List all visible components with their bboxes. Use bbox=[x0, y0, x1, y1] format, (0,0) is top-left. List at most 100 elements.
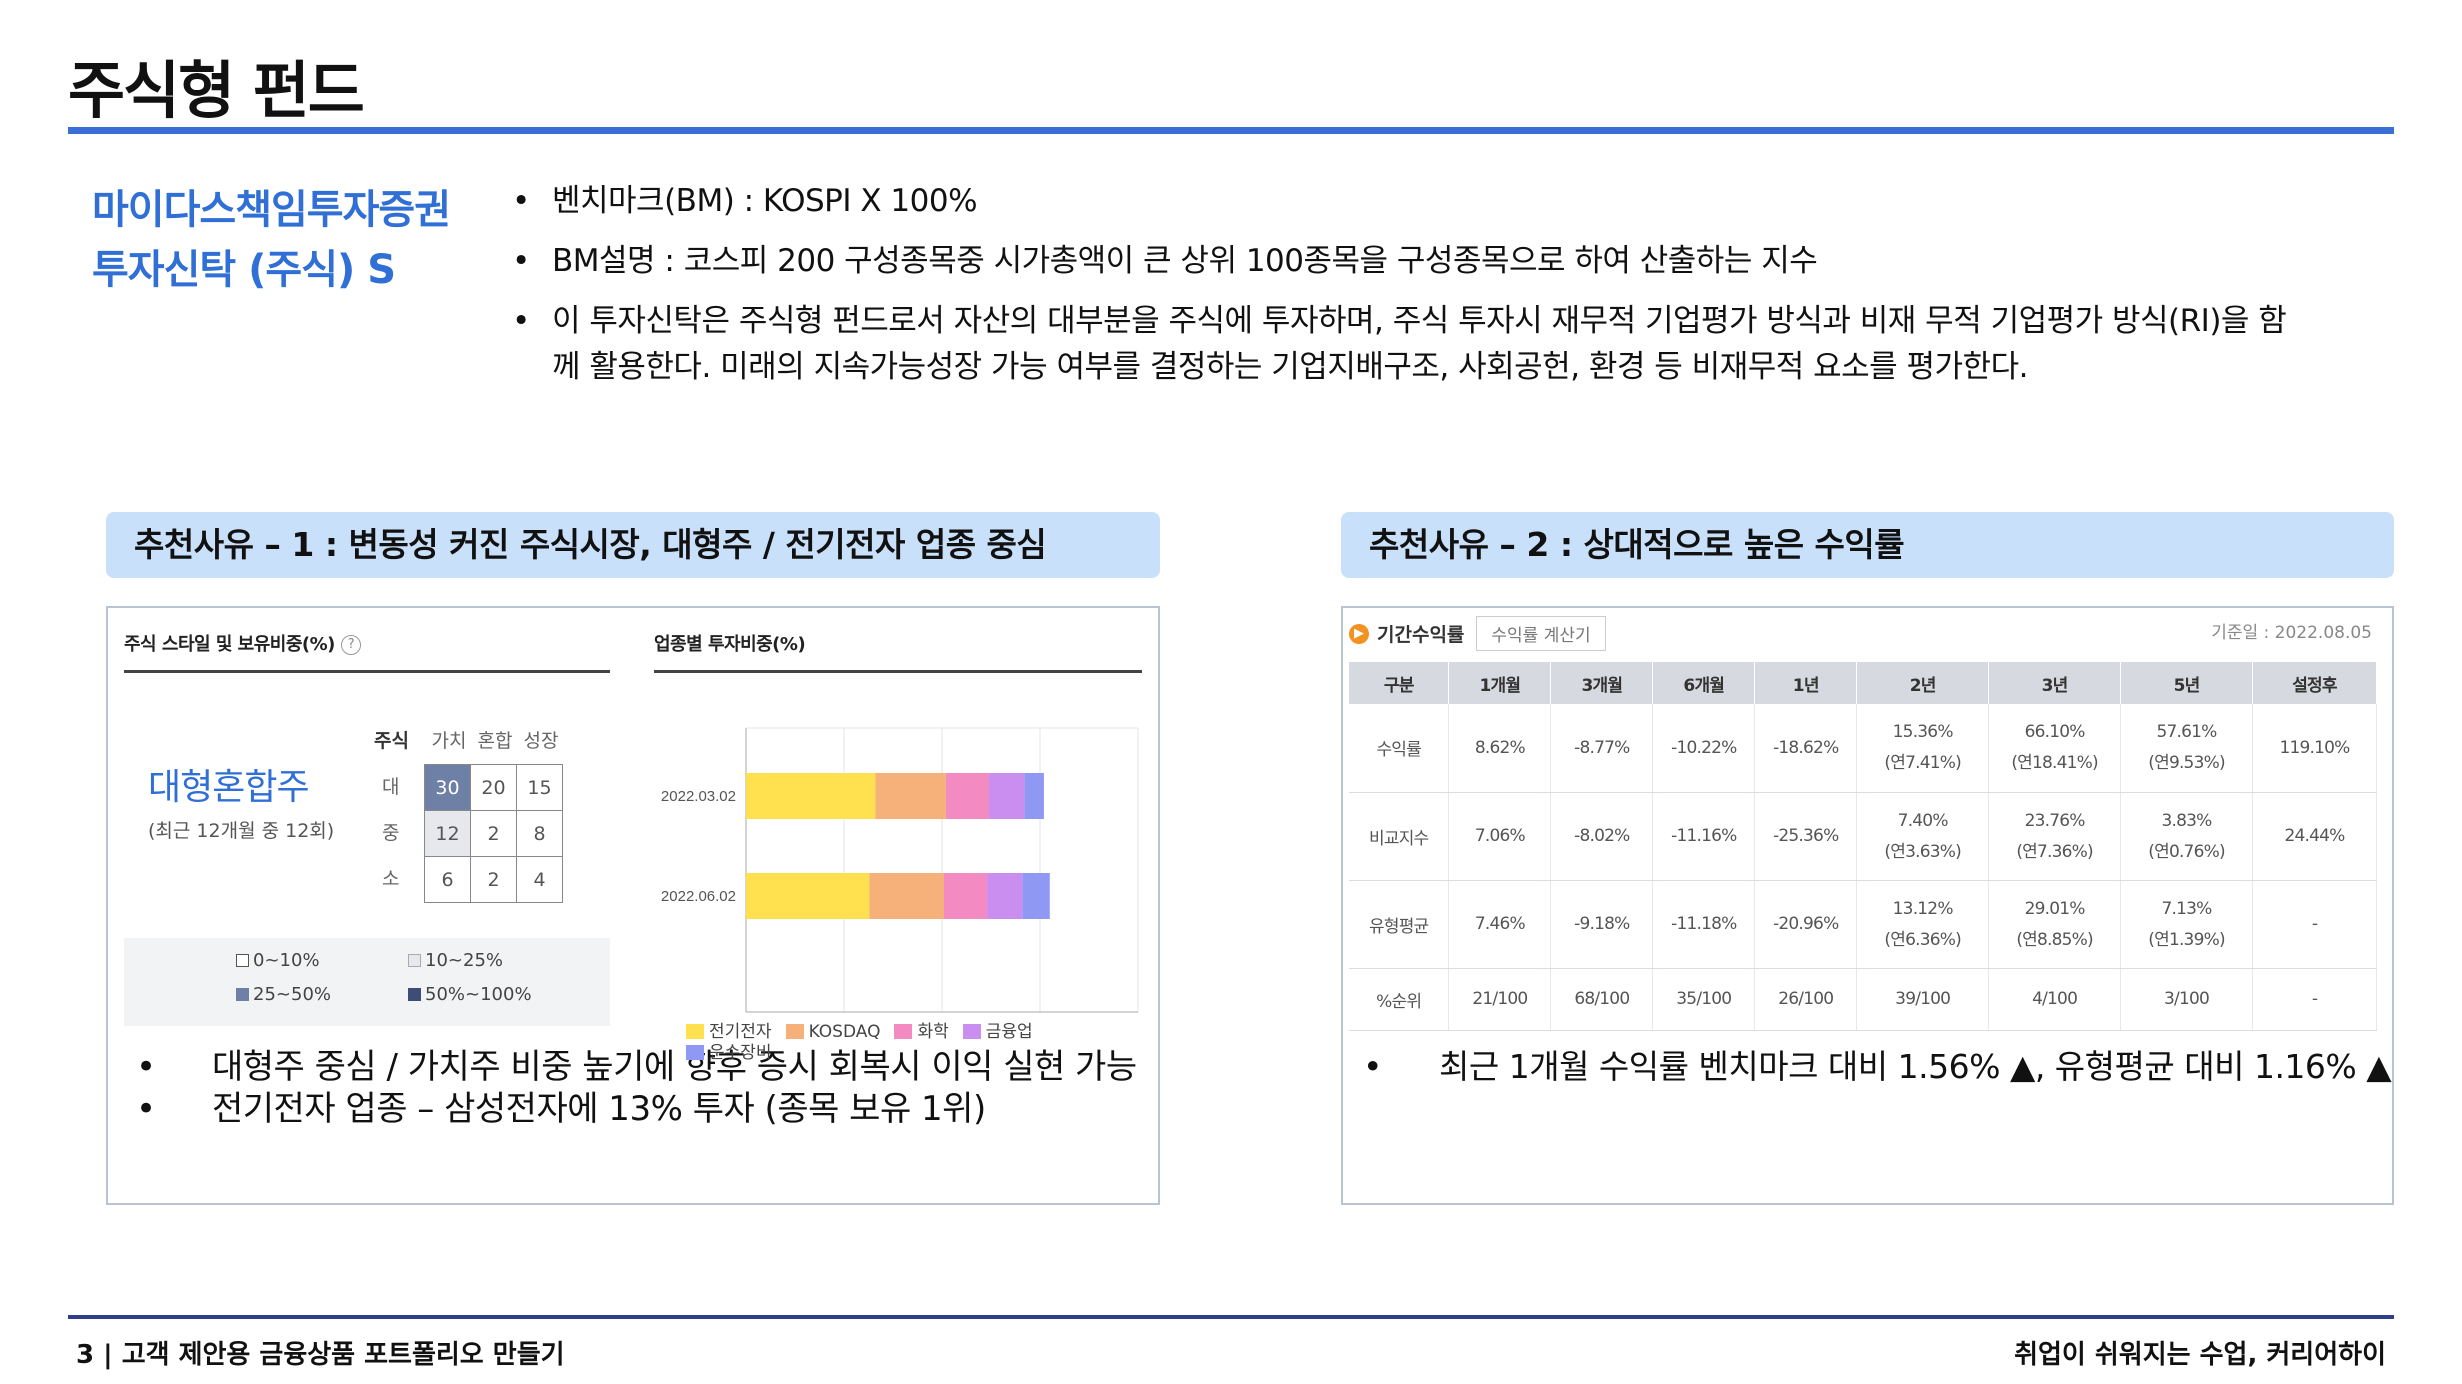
bar-segment bbox=[989, 773, 1025, 819]
returns-value: 23.76% bbox=[2024, 810, 2086, 831]
returns-value: -20.96% bbox=[1773, 914, 1839, 934]
returns-value: 3.83% bbox=[2161, 810, 2213, 831]
legend-label: 50%~100% bbox=[425, 984, 532, 1005]
returns-cell: -10.22% bbox=[1652, 704, 1756, 793]
reason2-panel: ▶ 기간수익률 수익률 계산기 기준일 : 2022.08.05 구분 1개월 3개… bbox=[1341, 606, 2394, 1205]
returns-row-label: 수익률 bbox=[1349, 704, 1450, 793]
returns-cell: -11.18% bbox=[1652, 880, 1756, 969]
returns-value: -10.22% bbox=[1671, 737, 1737, 758]
grid-cell: 6 bbox=[424, 856, 471, 903]
grid-col-label: 성장 bbox=[523, 730, 559, 752]
returns-column-header: 2년 bbox=[1856, 662, 1990, 704]
help-icon[interactable]: ? bbox=[340, 635, 361, 655]
chart-legend-item: 금융업 bbox=[962, 1022, 1033, 1043]
returns-value: 119.10% bbox=[2279, 737, 2350, 758]
returns-value: 35/100 bbox=[1676, 989, 1732, 1009]
footer-rule bbox=[68, 1315, 2394, 1319]
returns-row: 비교지수 7.06% -8.02% -11.16% -25.36% 7.40% (연3.63… bbox=[1349, 792, 2378, 881]
returns-cell: 4/100 bbox=[1988, 968, 2122, 1031]
returns-cell: 7.46% bbox=[1448, 880, 1552, 969]
returns-cell: 24.44% bbox=[2252, 792, 2378, 881]
chart-legend-label: 금융업 bbox=[985, 1022, 1033, 1042]
reason2-bullet: 최근 1개월 수익률 벤치마크 대비 1.56% ▲, 유형평균 대비 1.16… bbox=[1363, 1046, 2392, 1088]
returns-value: 66.10% bbox=[2024, 722, 2086, 743]
grid-col-label: 혼합 bbox=[477, 730, 513, 752]
returns-annual-value: (연7.36%) bbox=[2016, 841, 2093, 862]
returns-cell: 29.01% (연8.85%) bbox=[1988, 880, 2122, 969]
chart-legend-item: KOSDAQ bbox=[785, 1022, 880, 1043]
returns-value: - bbox=[2311, 914, 2318, 934]
style-grid: 30 20 15 12 2 8 6 2 4 bbox=[424, 764, 563, 903]
bar-segment bbox=[1024, 773, 1044, 819]
returns-row-label: 비교지수 bbox=[1349, 792, 1450, 881]
returns-value: -8.02% bbox=[1574, 826, 1630, 846]
reason1-panel: 주식 스타일 및 보유비중(%)? 대형혼합주 (최근 12개월 중 12회) … bbox=[106, 606, 1160, 1205]
chart-legend-item: 화학 bbox=[894, 1022, 949, 1043]
returns-cell: -25.36% bbox=[1754, 792, 1858, 881]
returns-value: -18.62% bbox=[1773, 737, 1839, 758]
legend-swatch bbox=[236, 988, 249, 1001]
returns-row-label: 유형평균 bbox=[1349, 880, 1450, 969]
returns-cell: -20.96% bbox=[1754, 880, 1858, 969]
returns-cell: -9.18% bbox=[1550, 880, 1654, 969]
returns-value: -8.77% bbox=[1574, 737, 1630, 758]
returns-value: -9.18% bbox=[1574, 914, 1630, 934]
chart-legend-item: 운수장비 bbox=[686, 1043, 772, 1064]
returns-cell: 7.40% (연3.63%) bbox=[1856, 792, 1990, 881]
grid-cell: 4 bbox=[516, 856, 563, 903]
returns-value: 3/100 bbox=[2164, 989, 2210, 1009]
legend-swatch bbox=[236, 954, 249, 967]
title-rule bbox=[68, 127, 2394, 134]
bar-segment bbox=[945, 773, 990, 819]
returns-column-header: 1개월 bbox=[1448, 662, 1552, 704]
returns-value: 7.40% bbox=[1897, 810, 1949, 831]
legend-swatch bbox=[686, 1024, 704, 1039]
returns-cell: 26/100 bbox=[1754, 968, 1858, 1031]
returns-value: 7.46% bbox=[1474, 914, 1526, 934]
chart-legend-label: 화학 bbox=[917, 1022, 949, 1042]
returns-cell: 66.10% (연18.41%) bbox=[1988, 704, 2122, 793]
reason1-bullet: 대형주 중심 / 가치주 비중 높기에 향후 증시 회복시 이익 실현 가능 bbox=[136, 1046, 1137, 1088]
returns-cell: 7.13% (연1.39%) bbox=[2120, 880, 2253, 969]
reason1-bullet: 전기전자 업종 – 삼성전자에 13% 투자 (종목 보유 1위) bbox=[136, 1088, 1137, 1130]
grid-col-label: 가치 bbox=[431, 730, 467, 752]
returns-cell: 68/100 bbox=[1550, 968, 1654, 1031]
legend-item: 50%~100% bbox=[408, 984, 532, 1005]
fund-name-line-2: 투자신탁 (주식) S bbox=[92, 247, 396, 293]
returns-value: -11.18% bbox=[1671, 914, 1737, 934]
returns-tab-title[interactable]: 기간수익률 bbox=[1377, 624, 1465, 646]
return-calculator-button[interactable]: 수익률 계산기 bbox=[1476, 616, 1606, 651]
legend-swatch bbox=[962, 1024, 981, 1039]
returns-value: 13.12% bbox=[1892, 898, 1954, 919]
legend-swatch bbox=[894, 1024, 913, 1039]
style-name: 대형혼합주 bbox=[148, 767, 310, 808]
legend-label: 10~25% bbox=[425, 950, 503, 971]
chart-section-rule bbox=[654, 670, 1142, 673]
returns-value: -25.36% bbox=[1773, 826, 1839, 846]
returns-annual-value: (연9.53%) bbox=[2148, 753, 2225, 774]
fund-name: 마이다스책임투자증권 투자신탁 (주식) S bbox=[92, 180, 451, 300]
returns-cell: 39/100 bbox=[1856, 968, 1990, 1031]
reason2-header: 추천사유 – 2 : 상대적으로 높은 수익률 bbox=[1341, 512, 2394, 578]
returns-row: 수익률 8.62% -8.77% -10.22% -18.62% 15.36% (연7.41… bbox=[1349, 704, 2378, 793]
style-title-text: 주식 스타일 및 보유비중(%) bbox=[124, 634, 335, 655]
bar-segment bbox=[987, 873, 1023, 919]
returns-column-header: 1년 bbox=[1754, 662, 1858, 704]
returns-value: 8.62% bbox=[1474, 737, 1526, 758]
grid-row-label: 중 bbox=[382, 822, 400, 844]
returns-value: 7.13% bbox=[2161, 898, 2213, 919]
arrow-right-icon: ▶ bbox=[1349, 623, 1369, 644]
returns-cell: 8.62% bbox=[1448, 704, 1552, 793]
chart-legend-item: 전기전자 bbox=[686, 1022, 772, 1043]
returns-column-header: 설정후 bbox=[2252, 662, 2378, 704]
footer-right: 취업이 쉬워지는 수업, 커리어하이 bbox=[2014, 1340, 2386, 1370]
bar-segment bbox=[746, 873, 870, 919]
returns-value: 21/100 bbox=[1472, 989, 1528, 1009]
returns-row: 유형평균 7.46% -9.18% -11.18% -20.96% 13.12% (연6.3… bbox=[1349, 880, 2378, 969]
returns-column-header: 3년 bbox=[1988, 662, 2122, 704]
returns-cell: -8.77% bbox=[1550, 704, 1654, 793]
chart-legend-label: 전기전자 bbox=[709, 1022, 772, 1042]
returns-cell: -18.62% bbox=[1754, 704, 1858, 793]
legend-swatch bbox=[408, 954, 421, 967]
returns-annual-value: (연8.85%) bbox=[2016, 929, 2093, 950]
